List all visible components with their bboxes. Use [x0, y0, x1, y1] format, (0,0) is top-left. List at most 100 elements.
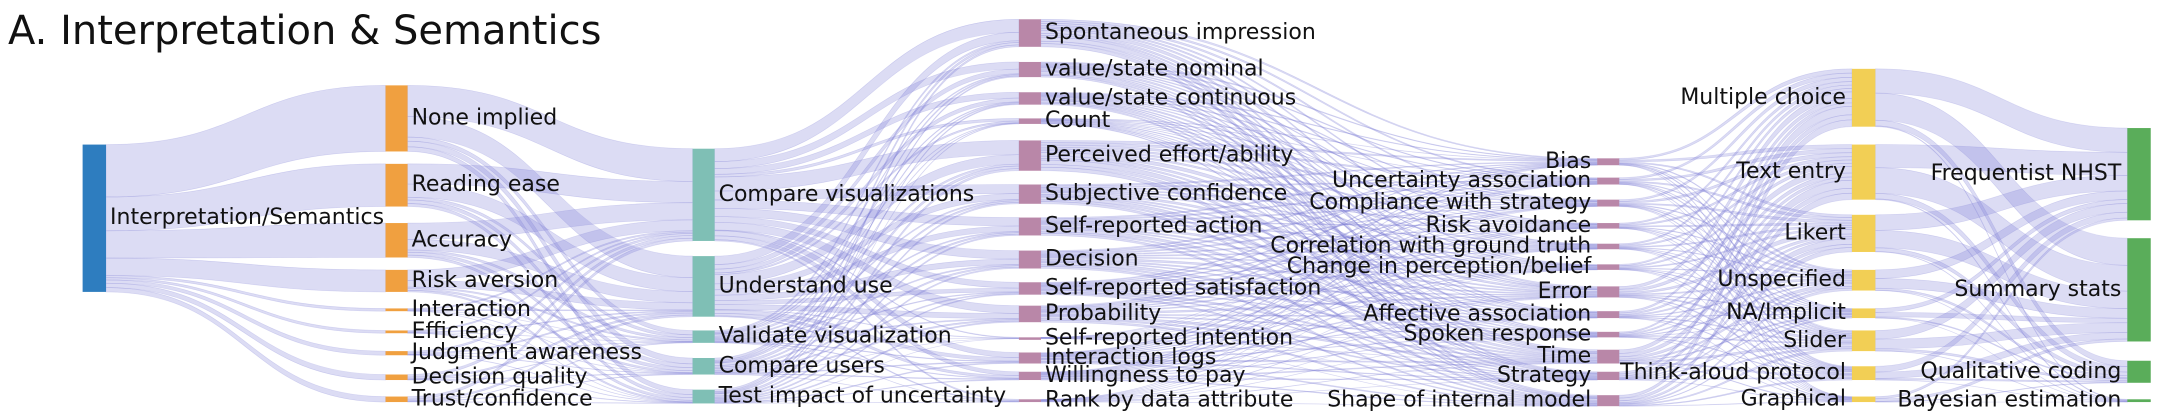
node-label: Self-reported satisfaction: [1045, 275, 1321, 300]
title: A. Interpretation & Semantics: [8, 8, 601, 54]
node: [1597, 311, 1620, 319]
link: [407, 332, 693, 343]
link: [407, 146, 693, 395]
link: [1875, 198, 2128, 402]
link: [407, 249, 693, 341]
node-label: Interaction logs: [1045, 345, 1216, 370]
link: [407, 235, 693, 378]
node-label: Judgment awareness: [410, 340, 642, 365]
node: [385, 85, 408, 152]
node-label: Count: [1045, 108, 1111, 133]
node: [692, 148, 715, 241]
node: [1851, 396, 1876, 403]
node-label: Decision: [1045, 247, 1139, 272]
node-label: Spontaneous impression: [1045, 20, 1316, 45]
link: [1875, 312, 2128, 324]
link: [105, 222, 386, 259]
link: [1040, 206, 1598, 401]
node: [1851, 330, 1876, 352]
link: [1875, 144, 2128, 176]
node: [1597, 395, 1620, 407]
node: [82, 144, 107, 292]
link: [1618, 401, 1853, 407]
node-label: Test impact of uncertainty: [718, 384, 1007, 409]
node: [1851, 68, 1876, 127]
node-label: Accuracy: [412, 227, 512, 252]
link: [407, 311, 693, 355]
link: [714, 44, 1020, 392]
link: [407, 310, 693, 342]
node-label: value/state nominal: [1045, 57, 1264, 82]
node-label: Shape of internal model: [1327, 388, 1591, 413]
node: [1018, 140, 1041, 171]
link: [1875, 332, 2128, 379]
link: [1875, 251, 2128, 402]
node-label: Subjective confidence: [1045, 181, 1287, 206]
link: [1875, 379, 2128, 403]
link: [407, 342, 693, 402]
link: [1040, 317, 1598, 402]
link: [1875, 348, 2128, 382]
link: [407, 203, 693, 399]
link: [1875, 125, 2128, 401]
link: [1875, 378, 2128, 383]
link: [1875, 68, 2128, 153]
node-label: Compare visualizations: [719, 182, 975, 207]
link: [407, 332, 693, 374]
node: [1597, 177, 1620, 185]
node-label: Frequentist NHST: [1931, 161, 2122, 186]
link: [1875, 338, 2128, 402]
node-label: Trust/confidence: [411, 386, 593, 411]
node-label: Understand use: [719, 273, 893, 298]
link: [1875, 322, 2128, 350]
node: [1018, 305, 1041, 323]
link: [407, 309, 693, 312]
link: [1875, 317, 2128, 402]
link: [1875, 190, 2128, 279]
node-label: Think-aloud protocol: [1619, 360, 1846, 385]
link: [407, 312, 693, 380]
link: [407, 254, 693, 401]
link: [1040, 164, 1598, 400]
link: [407, 116, 693, 278]
node-label: Self-reported intention: [1045, 326, 1293, 351]
link: [407, 341, 693, 355]
link: [1875, 278, 2128, 319]
link: [1875, 167, 2128, 292]
link: [1875, 199, 2128, 313]
node-label: Willingness to pay: [1045, 363, 1246, 388]
link: [1618, 204, 1853, 336]
node: [1018, 352, 1041, 364]
link: [1875, 230, 2128, 309]
link: [407, 288, 693, 373]
node: [1018, 371, 1041, 381]
link: [407, 373, 693, 402]
node-label: Time: [1536, 344, 1591, 369]
node-label: Reading ease: [412, 172, 560, 197]
node: [1851, 366, 1876, 381]
link: [1618, 348, 1853, 406]
node-label: Error: [1538, 279, 1593, 304]
node-label: Bayesian estimation: [1897, 388, 2121, 413]
node: [1597, 223, 1620, 229]
link: [1875, 193, 2128, 373]
node: [2127, 360, 2151, 383]
node-label: Compliance with strategy: [1309, 190, 1591, 215]
link: [407, 85, 693, 182]
node: [385, 374, 408, 381]
link: [407, 136, 693, 336]
node: [1597, 349, 1620, 364]
link: [1875, 211, 2128, 373]
link: [407, 354, 693, 403]
node-label: Affective association: [1363, 302, 1591, 327]
link: [407, 286, 693, 342]
link: [407, 354, 693, 374]
node: [1597, 331, 1620, 338]
node-label: Unspecified: [1717, 267, 1846, 292]
node-label: Risk avoidance: [1426, 213, 1592, 238]
link: [1618, 317, 1853, 375]
node: [1018, 118, 1041, 124]
node-label: Change in perception/belief: [1287, 254, 1593, 279]
node-label: Efficiency: [412, 319, 518, 344]
node-label: NA/Implicit: [1726, 300, 1846, 325]
